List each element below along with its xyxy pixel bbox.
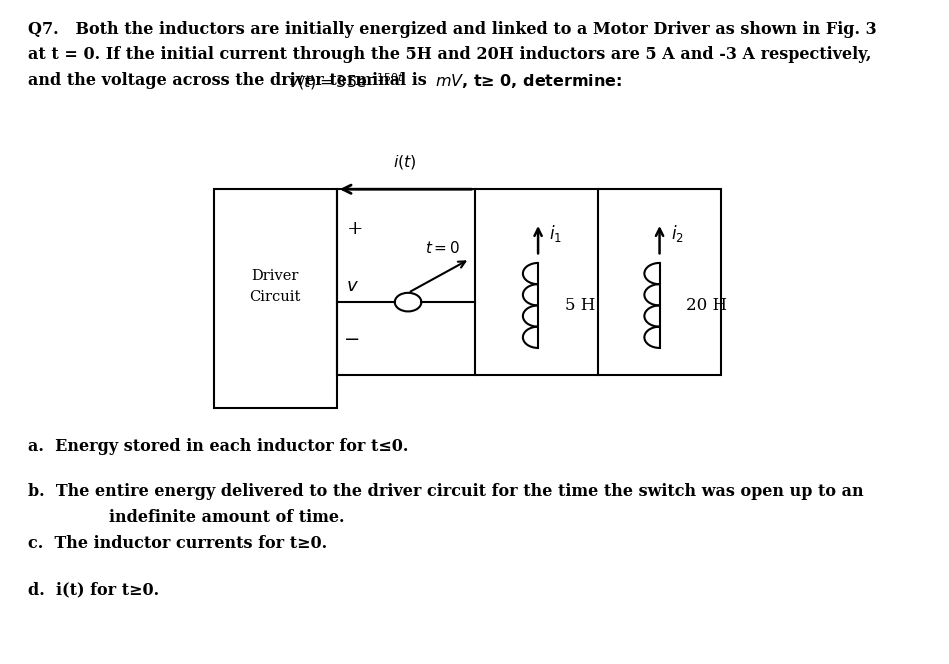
Text: +: + — [346, 220, 363, 238]
Text: $v$: $v$ — [346, 276, 360, 295]
Text: and the voltage across the driver terminal is: and the voltage across the driver termin… — [28, 72, 433, 89]
Text: $mV$, t≥ 0, determine:: $mV$, t≥ 0, determine: — [436, 72, 623, 90]
Text: Circuit: Circuit — [250, 290, 301, 305]
Text: a.  Energy stored in each inductor for t≤0.: a. Energy stored in each inductor for t≤… — [28, 438, 409, 456]
Text: d.  i(t) for t≥0.: d. i(t) for t≥0. — [28, 581, 159, 598]
Text: −: − — [344, 331, 360, 349]
Text: b.  The entire energy delivered to the driver circuit for the time the switch wa: b. The entire energy delivered to the dr… — [28, 483, 865, 501]
Text: indefinite amount of time.: indefinite amount of time. — [109, 509, 344, 526]
Text: 5 H: 5 H — [565, 297, 595, 314]
Text: Driver: Driver — [251, 268, 299, 283]
Text: 20 H: 20 H — [686, 297, 727, 314]
Text: $i_2$: $i_2$ — [671, 223, 684, 244]
Text: $i(t)$: $i(t)$ — [393, 153, 418, 171]
Text: $v(t) = 35e^{-150t}$: $v(t) = 35e^{-150t}$ — [288, 72, 404, 92]
Text: c.  The inductor currents for t≥0.: c. The inductor currents for t≥0. — [28, 535, 327, 552]
Text: $t=0$: $t=0$ — [425, 240, 460, 256]
Text: Q7.   Both the inductors are initially energized and linked to a Motor Driver as: Q7. Both the inductors are initially ene… — [28, 21, 877, 39]
Text: $i_1$: $i_1$ — [549, 223, 563, 244]
Text: at t = 0. If the initial current through the 5H and 20H inductors are 5 A and -3: at t = 0. If the initial current through… — [28, 46, 872, 64]
